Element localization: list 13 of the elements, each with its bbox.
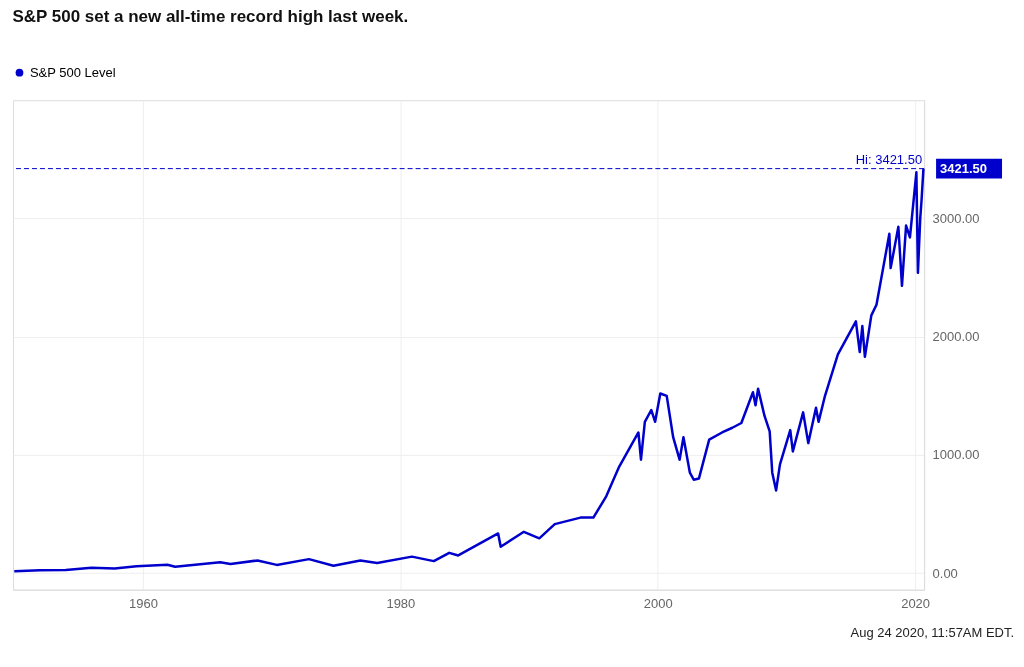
y-tick-label: 3000.00 bbox=[932, 210, 980, 226]
x-tick-label: 2020 bbox=[901, 596, 931, 612]
y-tick-label: 2000.00 bbox=[932, 329, 980, 345]
y-tick-label: 1000.00 bbox=[932, 447, 980, 463]
x-tick-label: 1960 bbox=[129, 596, 158, 612]
x-tick-label: 1980 bbox=[386, 596, 416, 612]
ref-line-label: Hi: 3421.50 bbox=[855, 151, 923, 167]
y-tick-label: 0.00 bbox=[932, 565, 958, 581]
chart-title: S&P 500 set a new all-time record high last week. bbox=[12, 7, 409, 27]
text: 3421.50 bbox=[940, 160, 987, 176]
legend-label: S&P 500 Level bbox=[29, 64, 116, 80]
x-tick-label: 2000 bbox=[643, 596, 673, 612]
text: Aug 24 2020, 11:57AM EDT. bbox=[850, 624, 1015, 640]
